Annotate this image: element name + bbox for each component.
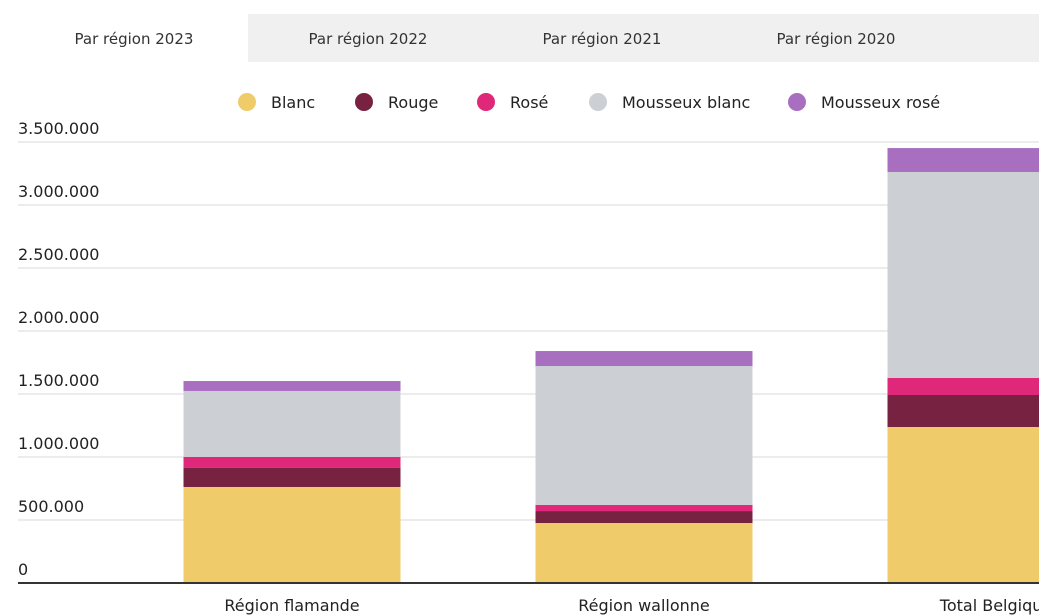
tab-label[interactable]: Par région 2020 — [777, 30, 896, 48]
bar-segment — [183, 486, 401, 583]
legend-label: Mousseux rosé — [821, 93, 940, 112]
legend-marker — [477, 93, 495, 111]
legend-marker — [589, 93, 607, 111]
y-tick-label: 500.000 — [18, 497, 84, 516]
tab-label[interactable]: Par région 2023 — [75, 30, 194, 48]
bar-segment — [887, 427, 1039, 583]
bar-segment — [183, 467, 401, 487]
bar-segment — [887, 148, 1039, 172]
y-tick-label: 0 — [18, 560, 28, 579]
bar-segment — [887, 377, 1039, 396]
tab-active[interactable] — [18, 14, 248, 62]
bar-segment — [183, 390, 401, 457]
legend-label: Blanc — [271, 93, 315, 112]
bar-segment — [535, 505, 753, 512]
y-tick-label: 2.500.000 — [18, 245, 99, 264]
x-tick-label: Région flamande — [224, 596, 359, 615]
y-tick-label: 3.500.000 — [18, 119, 99, 138]
bar-segment — [183, 457, 401, 468]
legend-marker — [355, 93, 373, 111]
y-tick-label: 3.000.000 — [18, 182, 99, 201]
bar-segment — [535, 366, 753, 506]
bar-segment — [535, 523, 753, 583]
bar-segment — [535, 511, 753, 524]
tab-label[interactable]: Par région 2021 — [543, 30, 662, 48]
bar-segment — [887, 395, 1039, 428]
legend-marker — [788, 93, 806, 111]
bar-segment — [887, 171, 1039, 378]
bar-segment — [535, 351, 753, 367]
y-tick-label: 1.000.000 — [18, 434, 99, 453]
x-tick-label: Total Belgique — [939, 596, 1039, 615]
y-tick-label: 1.500.000 — [18, 371, 99, 390]
legend-label: Rosé — [510, 93, 548, 112]
legend-label: Rouge — [388, 93, 438, 112]
x-tick-label: Région wallonne — [578, 596, 710, 615]
legend-marker — [238, 93, 256, 111]
bar-segment — [183, 381, 401, 391]
tab-label[interactable]: Par région 2022 — [309, 30, 428, 48]
y-tick-label: 2.000.000 — [18, 308, 99, 327]
legend-label: Mousseux blanc — [622, 93, 750, 112]
